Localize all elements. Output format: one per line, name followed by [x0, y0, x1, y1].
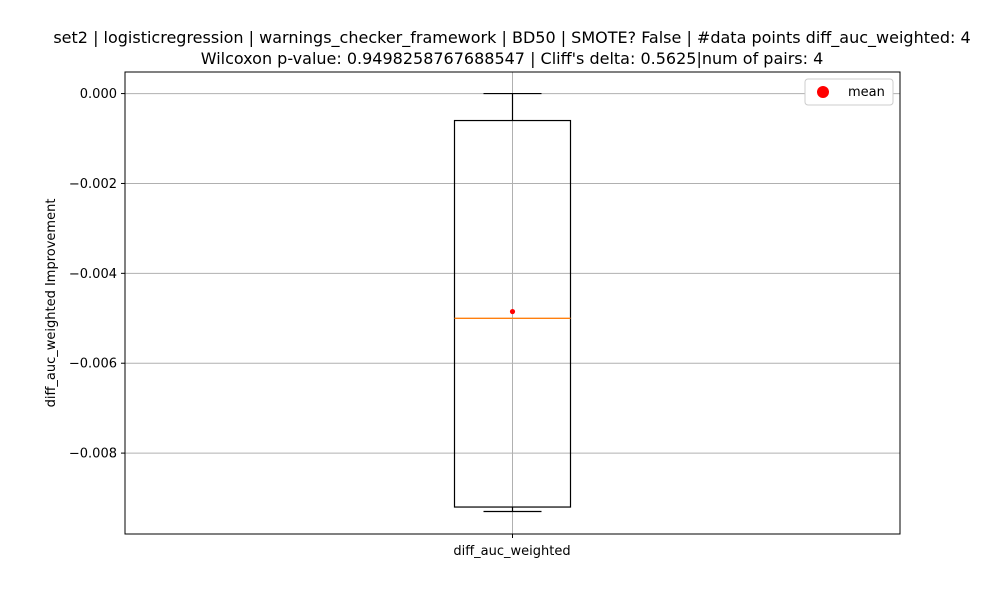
y-tick-label: −0.002: [69, 177, 117, 192]
legend-mean-label: mean: [848, 85, 885, 100]
grid-lines: [125, 72, 900, 534]
mean-marker: [509, 308, 516, 315]
legend-box: [804, 78, 894, 106]
y-tick-label: −0.008: [69, 447, 117, 462]
y-tick-label: −0.004: [69, 267, 117, 282]
interquartile-box: [453, 119, 572, 508]
box-plot: [453, 92, 572, 513]
y-tick-label: 0.000: [80, 87, 117, 102]
y-axis-label: diff_auc_weighted Improvement: [44, 199, 59, 408]
y-tick-label: −0.006: [69, 357, 117, 372]
y-axis-ticks: 0.000 −0.002 −0.004 −0.006 −0.008: [69, 87, 513, 538]
chart-title-line-1: set2 | logisticregression | warnings_che…: [53, 28, 970, 48]
chart-title-line-2: Wilcoxon p-value: 0.9498258767688547 | C…: [201, 49, 824, 68]
legend-mean-marker: [817, 86, 829, 98]
x-tick-label: diff_auc_weighted: [453, 544, 570, 559]
plot-area-frame: [124, 71, 901, 535]
legend: mean: [804, 78, 894, 106]
